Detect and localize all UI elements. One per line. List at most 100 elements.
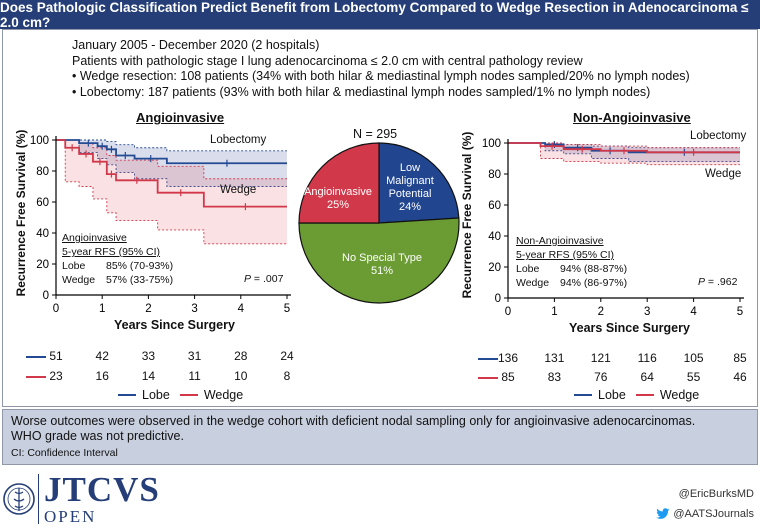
left-stats-lobe-value: 85% (70-93%) xyxy=(106,260,174,272)
right-lobe-risk-count: 105 xyxy=(683,351,704,365)
right-lobe-risk-count: 121 xyxy=(590,351,611,365)
handle-journal[interactable]: @AATSJournals xyxy=(656,508,754,520)
title-bar: Does Pathologic Classification Predict B… xyxy=(0,0,760,30)
right-chart-title: Non-Angioinvasive xyxy=(573,110,691,125)
pie-label-lmp-line1: Low xyxy=(399,162,421,174)
right-legend-wedge: Wedge xyxy=(659,388,700,402)
left-wedge-label: Wedge xyxy=(220,184,257,196)
left-lobe-risk-count: 33 xyxy=(141,349,156,363)
right-legend: Lobe Wedge xyxy=(574,388,699,402)
left-legend-lobe: Lobe xyxy=(142,388,170,402)
left-ytick-label: 100 xyxy=(30,135,49,147)
right-risk-row-lobe: 136 131 121 116 105 85 xyxy=(0,351,760,367)
summary-panel: Worse outcomes were observed in the wedg… xyxy=(2,409,758,465)
pie-label-lmp-line2: Malignant xyxy=(386,175,434,187)
right-risk-lobe-dash xyxy=(478,358,498,360)
right-wedge-risk-count: 85 xyxy=(501,370,515,384)
right-xtick-label: 5 xyxy=(737,306,743,318)
left-xtick-label: 1 xyxy=(99,303,105,315)
left-legend-lobe-swatch xyxy=(118,394,136,396)
right-xtick-label: 2 xyxy=(598,306,604,318)
cohort-line-wedge: • Wedge resection: 108 patients (34% wit… xyxy=(72,69,690,83)
left-chart-xlabel: Years Since Surgery xyxy=(114,318,235,332)
cohort-line-lobectomy: • Lobectomy: 187 patients (93% with both… xyxy=(72,84,651,99)
right-stats-title: Non-Angioinvasive xyxy=(516,235,604,247)
left-chart-title: Angioinvasive xyxy=(136,110,225,125)
left-xtick-label: 2 xyxy=(145,303,151,315)
right-chart-xlabel: Years Since Surgery xyxy=(569,321,690,335)
twitter-bird-icon xyxy=(656,508,670,519)
left-ci-lower-lobectomy xyxy=(56,139,287,187)
handle-author[interactable]: @EricBurksMD xyxy=(679,488,754,500)
left-p-label: P xyxy=(244,273,252,285)
pie-label-nst: No Special Type 51% xyxy=(340,252,424,278)
right-wedge-risk-count: 64 xyxy=(640,370,654,384)
logo-divider xyxy=(38,474,39,524)
right-xtick-label: 4 xyxy=(690,306,697,318)
pie-label-angio-line1: Angioinvasive xyxy=(304,186,372,198)
right-legend-wedge-swatch xyxy=(635,394,654,396)
right-p-number: = .962 xyxy=(705,276,738,288)
cohort-line-dates: January 2005 - December 2020 (2 hospital… xyxy=(72,38,320,52)
right-ytick-label: 40 xyxy=(488,231,501,243)
right-stats-wedge-value: 94% (86-97%) xyxy=(560,277,628,289)
right-lobectomy-label: Lobectomy xyxy=(690,130,747,142)
right-stats-lobe-value: 94% (88-87%) xyxy=(560,263,628,275)
right-p-value: P = .962 xyxy=(698,276,737,288)
left-p-number: = .007 xyxy=(251,273,284,285)
left-lobe-risk-count: 51 xyxy=(49,349,63,363)
right-ci-upper-wedge xyxy=(508,142,740,149)
left-wedge-risk-count: 16 xyxy=(95,369,109,383)
left-legend-wedge-swatch xyxy=(179,394,198,396)
left-stats-box: Angioinvasive 5-year RFS (95% CI) Lobe 8… xyxy=(62,231,173,287)
left-lobe-risk-count: 31 xyxy=(187,349,202,363)
summary-ci-note: CI: Confidence Interval xyxy=(11,447,118,459)
left-ytick-label: 0 xyxy=(43,290,49,302)
cohort-description: January 2005 - December 2020 (2 hospital… xyxy=(72,38,712,100)
right-stats-sub: 5-year RFS (95% CI) xyxy=(516,249,615,261)
summary-line-2: WHO grade was not predictive. xyxy=(11,429,184,443)
right-ytick-label: 60 xyxy=(488,200,501,212)
left-lobe-risk-count: 24 xyxy=(280,349,294,363)
summary-line-1: Worse outcomes were observed in the wedg… xyxy=(11,414,696,428)
left-stats-title: Angioinvasive xyxy=(62,232,127,244)
left-risk-lobe-dash xyxy=(26,356,46,358)
left-lobe-risk-count: 28 xyxy=(234,349,248,363)
right-p-label: P xyxy=(698,276,706,288)
left-stats-wedge-value: 57% (33-75%) xyxy=(106,274,174,286)
right-xtick-label: 1 xyxy=(551,306,557,318)
right-wedge-risk-count: 55 xyxy=(686,370,701,384)
left-lobectomy-label: Lobectomy xyxy=(210,134,267,146)
cohort-line-patients: Patients with pathologic stage I lung ad… xyxy=(72,53,583,68)
left-xtick-label: 3 xyxy=(191,303,197,315)
pie-label-lmp-line3: Potential xyxy=(388,188,432,200)
right-xtick-label: 3 xyxy=(644,306,650,318)
handle-author-text: @EricBurksMD xyxy=(678,488,754,500)
pie-slice-angioinvasive xyxy=(298,142,380,224)
left-legend-wedge: Wedge xyxy=(203,388,244,402)
left-ytick-label: 80 xyxy=(36,166,49,178)
pie-n-label: N = 295 xyxy=(353,127,398,141)
right-stats-wedge-name: Wedge xyxy=(516,277,550,289)
left-stats-wedge-name: Wedge xyxy=(62,274,96,286)
right-wedge-risk-count: 83 xyxy=(547,370,562,384)
right-lobe-risk-count: 131 xyxy=(544,351,565,365)
right-stats-box: Non-Angioinvasive 5-year RFS (95% CI) Lo… xyxy=(516,234,627,290)
right-risk-row-wedge: 85 83 76 64 55 46 xyxy=(0,370,760,386)
journal-logo: JTCVS xyxy=(44,470,160,509)
right-xtick-label: 0 xyxy=(505,306,511,318)
right-legend-lobe: Lobe xyxy=(598,388,626,402)
aats-seal-icon xyxy=(3,483,35,515)
pie-label-angio: Angioinvasive 25% xyxy=(300,186,376,212)
pie-label-nst-line1: No Special Type xyxy=(342,252,422,264)
handle-journal-text: @AATSJournals xyxy=(673,508,754,520)
pie-chart xyxy=(298,142,460,304)
page-title: Does Pathologic Classification Predict B… xyxy=(0,0,749,30)
left-ytick-label: 60 xyxy=(36,197,49,209)
left-ci-lower-wedge xyxy=(56,139,287,245)
right-ci-lower-wedge xyxy=(508,142,740,166)
pie-label-angio-pct: 25% xyxy=(326,199,350,211)
left-ytick-label: 40 xyxy=(36,228,49,240)
right-wedge-risk-count: 76 xyxy=(594,370,608,384)
